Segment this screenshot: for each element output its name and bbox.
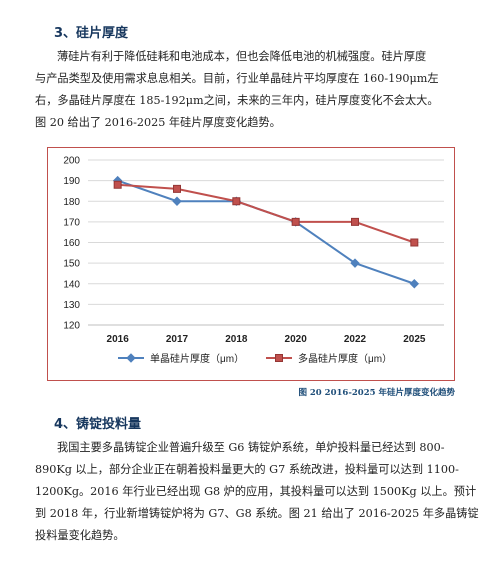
x-tick-label: 2017 [166,334,189,345]
y-tick-label: 150 [63,259,80,270]
y-tick-label: 190 [63,176,80,187]
y-tick-label: 140 [63,279,80,290]
section-4-heading: 4、铸锭投料量 [54,417,142,432]
section-4-paragraph: 我国主要多晶铸锭企业普遍升级至 G6 铸锭炉系统，单炉投料量已经达到 800- … [35,437,479,547]
data-point [291,217,300,226]
data-point [173,184,181,193]
paragraph-line: 到 2018 年，行业新增铸锭炉将为 G7、G8 系统。图 21 给出了 201… [35,507,479,520]
x-tick-label: 2025 [403,334,426,345]
data-point [409,279,420,289]
section-3-heading: 3、硅片厚度 [54,26,129,41]
legend-marker [275,354,283,362]
y-tick-label: 160 [63,238,80,249]
y-tick-label: 120 [63,321,80,332]
paragraph-line: 投料量变化趋势。 [35,529,125,542]
paragraph-line: 图 20 给出了 2016-2025 年硅片厚度变化趋势。 [35,116,281,129]
paragraph-line: 890Kg 以上，部分企业正在朝着投料量更大的 G7 系统改进，投料量可以达到 … [35,463,459,476]
legend-marker [126,353,136,363]
section-3-paragraph: 薄硅片有利于降低硅耗和电池成本，但也会降低电池的机械强度。硅片厚度 与产品类型及… [35,46,475,134]
data-point [350,258,360,268]
legend-label: 单晶硅片厚度（μm） [150,352,244,365]
y-tick-label: 180 [63,197,80,208]
y-tick-label: 130 [63,300,80,311]
x-tick-label: 2022 [344,334,367,345]
figure-20-caption: 图 20 2016-2025 年硅片厚度变化趋势 [298,388,455,398]
x-tick-label: 2018 [225,334,248,345]
thickness-chart-svg: 200 190 180 170 160 150 140 130 120 2016 2017 2018 2… [63,156,444,365]
data-point [113,180,122,189]
paragraph-line: 我国主要多晶铸锭企业普遍升级至 G6 铸锭炉系统，单炉投料量已经达到 800- [57,441,445,454]
paragraph-line: 1200Kg。2016 年行业已经出现 G8 炉的应用，其投料量可以达到 150… [35,485,477,498]
data-point [172,196,182,206]
paragraph-line: 右，多晶硅片厚度在 185-192μm之间，未来的三年内，硅片厚度变化不会太大。 [35,94,439,107]
legend-label: 多晶硅片厚度（μm） [298,352,392,365]
series-line [117,179,415,285]
y-tick-label: 200 [63,156,80,167]
data-point [410,238,419,247]
x-tick-label: 2016 [107,334,130,345]
y-tick-label: 170 [63,217,80,228]
series-line [117,183,415,244]
paragraph-line: 薄硅片有利于降低硅耗和电池成本，但也会降低电池的机械强度。硅片厚度 [57,50,427,63]
thickness-chart: 200 190 180 170 160 150 140 130 120 2016 2017 2018 2… [47,147,455,381]
data-point [232,197,241,206]
data-point [351,217,359,226]
x-tick-label: 2020 [285,334,308,345]
paragraph-line: 与产品类型及使用需求息息相关。目前，行业单晶硅片平均厚度在 160-190μm左 [35,72,439,85]
